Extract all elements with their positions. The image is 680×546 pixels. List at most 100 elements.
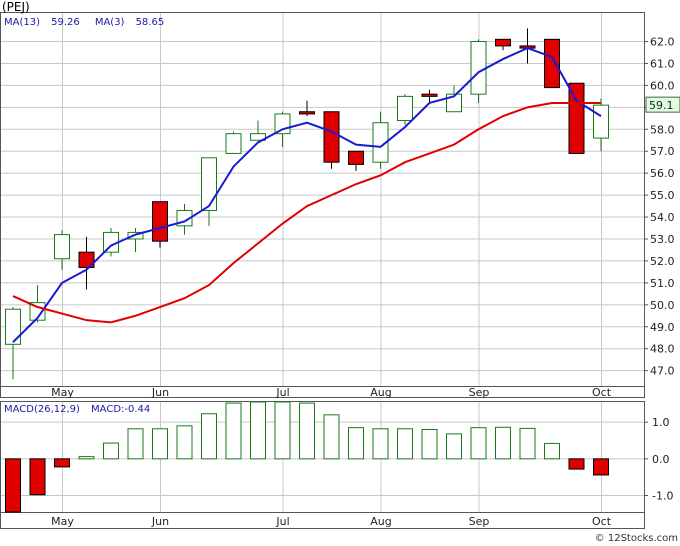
price-tick-label: 57.0 (650, 145, 675, 158)
candle-down (421, 89, 438, 103)
candle-down (495, 38, 511, 51)
ma13-legend-value: 59.26 (51, 17, 80, 28)
candle-body (225, 133, 242, 154)
price-tick-label: 48.0 (650, 343, 675, 356)
candle-up (470, 39, 487, 103)
macd-bar-positive (544, 442, 560, 460)
macd-bar-positive (299, 402, 315, 460)
candle-up (5, 307, 21, 380)
last-price-box (645, 96, 680, 113)
macd-bar-positive (372, 428, 389, 460)
candle-body (446, 93, 462, 113)
last-price-marker: 59.1 (645, 96, 680, 113)
candle-down (78, 236, 95, 290)
macd-bar-positive (495, 426, 511, 460)
macd-tick-label: 0.0 (652, 453, 670, 466)
candle-up (372, 111, 389, 169)
price-month-label: Jun (151, 386, 169, 399)
candle-body (568, 82, 585, 154)
ma13-line (12, 47, 602, 343)
candle-up (250, 120, 266, 141)
symbol-label: (PEJ) (2, 0, 30, 14)
candle-up (127, 228, 144, 253)
price-month-strip (0, 386, 645, 398)
price-tick-label: 55.0 (650, 189, 675, 202)
macd-bar-positive (470, 427, 487, 460)
macd-month-label: May (51, 515, 74, 528)
macd-bar-negative (54, 458, 70, 468)
macd-bar-negative (593, 458, 609, 476)
candle-body (348, 150, 364, 165)
price-tick-label: 54.0 (650, 211, 675, 224)
candle-down (323, 111, 340, 169)
candle-down (568, 82, 585, 154)
macd-bar-positive (250, 401, 266, 460)
price-month-label: Aug (370, 386, 391, 399)
macd-bar-positive (127, 428, 144, 460)
macd-month-label: Aug (370, 515, 391, 528)
macd-legend: MACD(26,12,9) MACD:-0.44 (4, 397, 150, 416)
price-tick-label: 60.0 (650, 79, 675, 92)
candle-down (299, 100, 315, 117)
price-tick-label: 58.0 (650, 123, 675, 136)
candle-body (372, 122, 389, 163)
candle-body (274, 113, 291, 135)
candle-body (299, 111, 315, 115)
macd-month-labels: May Jun Jul Aug Sep Oct (51, 515, 612, 528)
candle-down (544, 38, 560, 89)
macd-bar-negative (29, 458, 46, 496)
candle-body (54, 234, 70, 260)
macd-bar-positive (446, 433, 462, 460)
ma3-legend-name: MA(3) (95, 17, 125, 28)
candle-body (397, 95, 413, 122)
macd-bar-positive (201, 413, 217, 460)
macd-bar-positive (348, 427, 364, 460)
price-tick-label: 50.0 (650, 299, 675, 312)
macd-tick-label: -1.0 (652, 490, 673, 503)
candle-up (446, 85, 462, 113)
candle-up (54, 230, 70, 270)
candle-body (152, 201, 168, 242)
macd-bar-positive (225, 402, 242, 460)
macd-month-strip (0, 512, 645, 529)
price-month-label: Oct (592, 386, 612, 399)
price-month-label: Jul (275, 386, 289, 399)
macd-month-label: Oct (592, 515, 612, 528)
macd-title: MACD(26,12,9) (4, 404, 80, 415)
candle-body (78, 251, 95, 269)
candle-body (495, 38, 511, 47)
candle-body (593, 104, 609, 139)
credit-label: © 12Stocks.com (595, 533, 678, 544)
candle-body (470, 41, 487, 95)
ma13-legend-name: MA(13) (4, 17, 40, 28)
price-tick-label: 56.0 (650, 167, 675, 180)
price-tick-label: 53.0 (650, 233, 675, 246)
macd-month-label: Jul (275, 515, 289, 528)
price-tick-label: 62.0 (650, 36, 675, 49)
candle-up (397, 94, 413, 125)
price-tick-label: 51.0 (650, 277, 675, 290)
macd-bar-positive (103, 442, 119, 460)
ma3-line (12, 101, 601, 324)
macd-tick-label: 1.0 (652, 416, 670, 429)
macd-month-label: Sep (469, 515, 490, 528)
price-y-axis: 47.0 48.0 49.0 50.0 51.0 52.0 53.0 54.0 55.0 56.0… (644, 36, 675, 378)
macd-bar-positive (274, 401, 291, 460)
candle-body (323, 111, 340, 163)
candle-body (201, 157, 217, 211)
candle-up (225, 131, 242, 154)
last-price-label: 59.1 (649, 99, 674, 112)
price-tick-label: 61.0 (650, 57, 675, 70)
macd-bar-positive (152, 428, 168, 460)
macd-bar-negative (5, 458, 21, 513)
candle-body (250, 133, 266, 141)
macd-bar-positive (397, 428, 413, 460)
candle-down (348, 150, 364, 171)
macd-bar-positive (78, 456, 95, 460)
macd-bar-negative (568, 458, 585, 470)
candle-up (201, 157, 217, 226)
price-tick-label: 49.0 (650, 321, 675, 334)
candle-body (421, 93, 438, 97)
price-tick-label: 52.0 (650, 255, 675, 268)
